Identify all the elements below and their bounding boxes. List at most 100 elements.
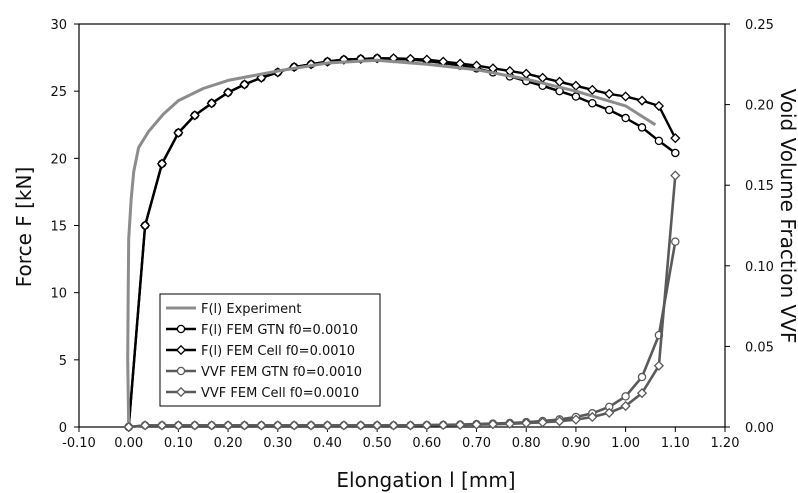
data-point — [637, 372, 647, 382]
data-point — [156, 420, 168, 431]
data-point — [670, 170, 681, 181]
legend-marker — [175, 344, 187, 356]
data-point — [621, 392, 630, 401]
data-point — [239, 79, 250, 90]
legend-label: F(l) Experiment — [201, 302, 301, 317]
x-tick-label: 0.90 — [561, 436, 590, 451]
y2-tick-label: 0.10 — [745, 260, 774, 275]
legend-item: VVF FEM GTN f0=0.0010 — [166, 365, 362, 380]
data-point — [621, 113, 630, 123]
y-tick-label: 0 — [59, 421, 67, 436]
data-point — [405, 420, 416, 431]
x-tick-label: 0.70 — [462, 436, 491, 451]
data-point — [322, 420, 333, 431]
data-point — [504, 418, 515, 429]
data-point — [355, 420, 366, 431]
data-point — [189, 110, 200, 121]
data-point — [554, 416, 565, 427]
x-tick-label: 0.20 — [214, 436, 243, 451]
y-tick-label: 10 — [50, 287, 67, 302]
data-point — [654, 136, 664, 146]
data-point — [388, 420, 399, 431]
data-point — [570, 414, 582, 425]
y-tick-label: 5 — [59, 354, 67, 369]
data-point — [604, 105, 614, 115]
data-point — [222, 87, 234, 98]
data-point — [620, 91, 631, 102]
x-tick-label: 0.80 — [512, 436, 541, 451]
legend-item: F(l) Experiment — [166, 302, 301, 317]
data-point — [272, 420, 283, 431]
data-point — [239, 420, 250, 431]
data-point — [289, 420, 300, 431]
data-point — [537, 417, 548, 428]
legend-label: VVF FEM Cell f0=0.0010 — [201, 386, 359, 401]
data-point — [139, 220, 151, 231]
data-point — [637, 123, 647, 132]
data-point — [471, 419, 482, 430]
y2-tick-label: 0.20 — [745, 99, 774, 114]
y-tick-label: 30 — [50, 18, 67, 33]
data-point — [653, 360, 665, 371]
series-4 — [123, 170, 681, 433]
y-tick-label: 20 — [50, 152, 67, 167]
x-tick-label: 0.00 — [114, 436, 143, 451]
data-point — [139, 420, 151, 431]
data-point — [338, 420, 349, 431]
data-point — [256, 420, 267, 431]
data-point — [588, 99, 597, 108]
data-point — [173, 420, 184, 431]
x-tick-label: -0.10 — [62, 436, 96, 451]
x-tick-label: 1.00 — [611, 436, 640, 451]
data-point — [571, 92, 581, 101]
series-line — [127, 57, 677, 428]
data-point — [670, 133, 681, 144]
data-point — [521, 418, 532, 429]
y-tick-label: 15 — [50, 220, 67, 235]
y2-tick-label: 0.15 — [745, 179, 774, 194]
data-point — [620, 400, 631, 412]
series-layer — [123, 53, 681, 433]
x-tick-label: 0.60 — [412, 436, 441, 451]
data-point — [671, 148, 680, 158]
data-point — [487, 419, 499, 430]
data-point — [587, 84, 598, 95]
data-point — [156, 158, 168, 169]
data-point — [653, 100, 665, 112]
data-point — [671, 237, 680, 246]
x-tick-label: 1.10 — [661, 436, 690, 451]
y2-tick-label: 0.25 — [745, 18, 774, 33]
legend-marker — [176, 324, 186, 334]
y-axis-title: Force F [kN] — [12, 167, 36, 287]
data-point — [206, 98, 217, 109]
legend: F(l) Experiment F(l) FEM GTN f0=0.0010 F(l… — [159, 293, 381, 407]
x-tick-label: 1.20 — [711, 436, 740, 451]
data-point — [173, 127, 184, 138]
legend-item: F(l) FEM Cell f0=0.0010 — [166, 344, 355, 359]
data-point — [372, 420, 383, 431]
legend-item: F(l) FEM GTN f0=0.0010 — [166, 323, 358, 338]
data-point — [206, 420, 217, 431]
legend-label: F(l) FEM GTN f0=0.0010 — [201, 323, 358, 338]
data-point — [189, 420, 200, 431]
legend-box — [159, 293, 381, 407]
tick-layer: -0.10 0.00 0.10 0.20 0.30 0.40 0.50 0.60 0.70 0.8… — [50, 18, 774, 451]
data-point — [421, 420, 432, 431]
data-point — [636, 388, 648, 399]
data-point — [455, 419, 466, 431]
y2-axis-title: Void Volume Fraction VVF — [776, 89, 798, 344]
legend-label: F(l) FEM Cell f0=0.0010 — [201, 344, 355, 359]
x-tick-label: 0.30 — [263, 436, 292, 451]
legend-label: VVF FEM GTN f0=0.0010 — [201, 365, 362, 380]
data-point — [123, 421, 134, 433]
y2-tick-label: 0.00 — [745, 421, 774, 436]
data-point — [604, 88, 615, 99]
x-tick-label: 0.40 — [313, 436, 342, 451]
series-line — [126, 58, 657, 428]
x-tick-label: 0.50 — [363, 436, 392, 451]
series-line — [128, 175, 677, 429]
data-point — [305, 420, 317, 431]
data-point — [636, 95, 648, 106]
x-axis-title: Elongation l [mm] — [336, 468, 515, 492]
